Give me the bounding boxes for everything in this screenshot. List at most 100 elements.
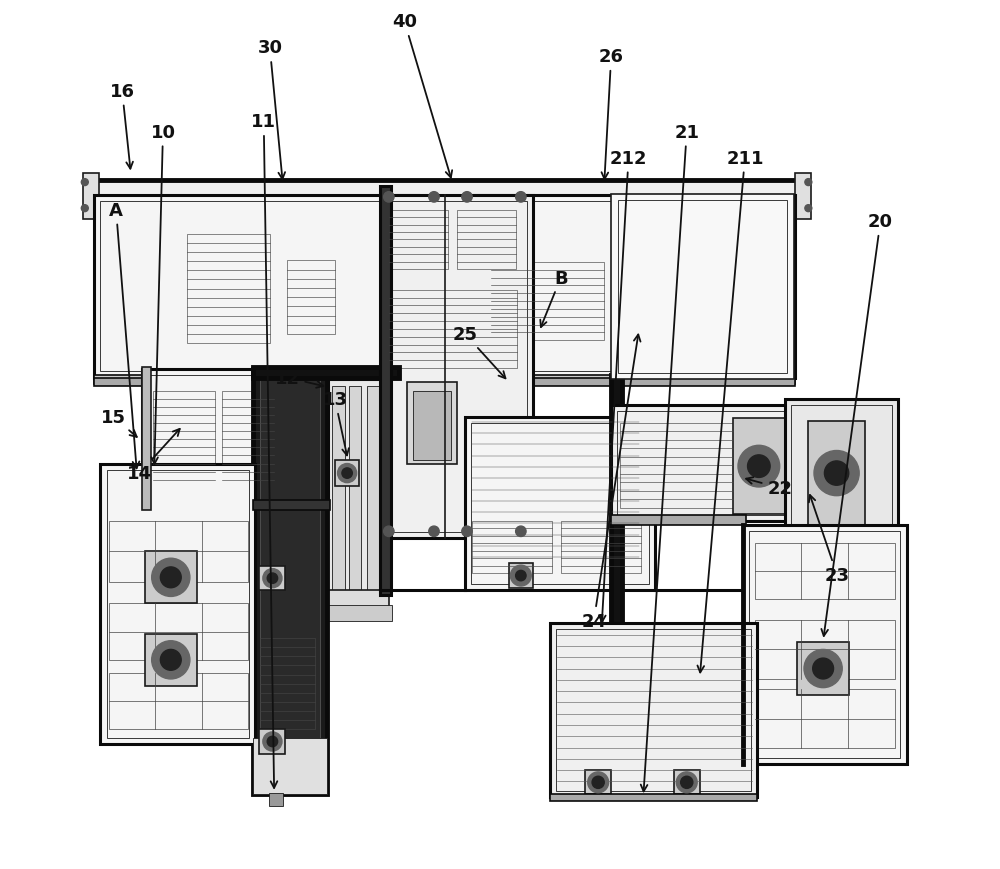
Bar — [325, 380, 384, 595]
Circle shape — [267, 736, 278, 746]
Bar — [472, 521, 552, 574]
Bar — [109, 673, 248, 729]
Bar — [407, 382, 457, 465]
Text: 13: 13 — [322, 391, 349, 456]
Text: 40: 40 — [392, 13, 452, 178]
Circle shape — [152, 641, 190, 680]
Bar — [620, 423, 733, 508]
Bar — [94, 196, 418, 378]
Bar — [389, 290, 517, 368]
Circle shape — [824, 461, 849, 486]
Bar — [142, 368, 151, 511]
Circle shape — [338, 464, 357, 483]
Bar — [109, 604, 248, 660]
Circle shape — [429, 527, 439, 537]
Circle shape — [805, 179, 812, 186]
Circle shape — [516, 527, 526, 537]
Text: 15: 15 — [101, 408, 137, 437]
Circle shape — [462, 192, 472, 202]
Bar — [100, 465, 255, 744]
Bar — [611, 195, 794, 380]
Bar — [380, 187, 391, 595]
Circle shape — [267, 574, 278, 584]
Bar — [743, 526, 907, 764]
Text: 26: 26 — [599, 48, 624, 180]
Bar — [259, 729, 285, 753]
Circle shape — [429, 192, 439, 202]
Text: 22: 22 — [746, 478, 792, 497]
Bar — [107, 471, 249, 738]
Bar — [755, 690, 895, 748]
Circle shape — [814, 451, 859, 496]
Circle shape — [592, 776, 604, 788]
Bar — [269, 793, 283, 806]
Text: 20: 20 — [821, 213, 893, 636]
Bar — [749, 532, 900, 758]
Circle shape — [384, 192, 394, 202]
Bar — [471, 423, 649, 585]
Bar — [322, 591, 389, 608]
Circle shape — [804, 650, 842, 688]
Bar — [755, 620, 895, 680]
Circle shape — [805, 205, 812, 212]
Bar — [791, 406, 892, 530]
Bar — [387, 202, 527, 533]
Bar — [253, 501, 330, 511]
Bar — [94, 198, 798, 216]
Circle shape — [510, 566, 531, 587]
Text: 212: 212 — [599, 149, 647, 622]
Bar — [253, 738, 327, 794]
Circle shape — [588, 772, 609, 793]
Circle shape — [384, 527, 394, 537]
Text: 30: 30 — [257, 39, 285, 180]
Bar — [153, 391, 215, 488]
Bar — [94, 375, 418, 384]
Text: 10: 10 — [150, 123, 175, 464]
Bar — [142, 369, 328, 504]
Text: 211: 211 — [697, 149, 764, 673]
Text: 12: 12 — [275, 369, 323, 388]
Bar — [109, 521, 248, 582]
Text: 23: 23 — [809, 495, 850, 584]
Circle shape — [462, 527, 472, 537]
Bar — [465, 196, 795, 378]
Bar — [465, 375, 795, 384]
Bar — [561, 521, 641, 574]
Bar — [585, 770, 611, 794]
Bar — [287, 261, 335, 335]
Bar — [550, 624, 757, 797]
Text: A: A — [109, 202, 139, 468]
Text: 21: 21 — [641, 123, 699, 792]
Circle shape — [516, 192, 526, 202]
Bar — [795, 174, 811, 219]
Bar — [413, 391, 451, 461]
Bar — [259, 567, 285, 591]
Bar — [755, 543, 895, 600]
Bar — [797, 643, 849, 695]
Bar — [253, 368, 399, 378]
Text: 25: 25 — [453, 326, 505, 379]
Circle shape — [748, 455, 770, 478]
Bar — [808, 421, 865, 526]
Circle shape — [813, 659, 834, 680]
Text: B: B — [540, 269, 568, 328]
Bar — [318, 606, 392, 621]
Bar — [785, 400, 898, 536]
Bar — [332, 387, 345, 591]
Bar — [674, 770, 700, 794]
Bar — [465, 417, 655, 591]
Bar — [148, 375, 322, 498]
Bar — [381, 196, 533, 539]
Circle shape — [152, 559, 190, 597]
Bar — [550, 793, 757, 800]
Text: 14: 14 — [127, 429, 180, 482]
Circle shape — [81, 205, 88, 212]
Bar — [367, 387, 379, 591]
Bar — [611, 406, 795, 521]
Bar — [260, 639, 315, 729]
Text: 11: 11 — [251, 113, 277, 788]
Bar — [83, 174, 99, 219]
Circle shape — [738, 446, 780, 488]
Bar — [222, 391, 274, 488]
Bar — [471, 202, 789, 372]
